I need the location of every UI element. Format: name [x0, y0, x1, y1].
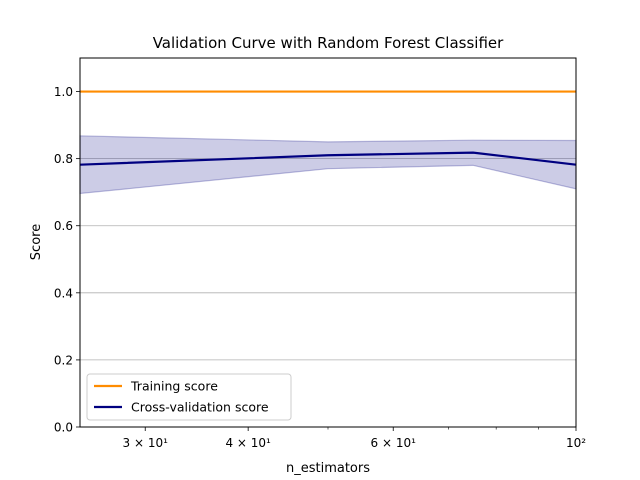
- y-tick-label: 0.0: [54, 421, 73, 435]
- confidence-band: [79, 135, 577, 195]
- x-tick-label: 10²: [566, 436, 586, 450]
- series-lines: [79, 90, 577, 166]
- axis-ticks: 0.0 0.2 0.4 0.6 0.8 1.0 3 × 10¹ 4 × 10¹ 6 × 10¹ 1…: [54, 85, 586, 450]
- plot-frame: [79, 57, 577, 428]
- legend-box: [86, 373, 292, 421]
- legend-label-training: Training score: [130, 379, 218, 394]
- cross-validation-std-band: [79, 135, 577, 195]
- x-tick-label: 3 × 10¹: [123, 436, 169, 450]
- legend: Training score Cross-validation score: [86, 373, 292, 421]
- cross-validation-score-line: [79, 151, 577, 166]
- y-tick-label: 0.4: [54, 286, 73, 300]
- x-tick-label: 6 × 10¹: [371, 436, 417, 450]
- y-tick-label: 0.2: [54, 353, 73, 367]
- y-tick-label: 1.0: [54, 85, 73, 99]
- chart-title: Validation Curve with Random Forest Clas…: [153, 34, 504, 52]
- x-axis-label: n_estimators: [286, 461, 370, 476]
- legend-label-cross-validation: Cross-validation score: [131, 400, 269, 415]
- y-tick-label: 0.6: [54, 219, 73, 233]
- x-tick-label: 4 × 10¹: [225, 436, 271, 450]
- y-tick-label: 0.8: [54, 152, 73, 166]
- y-axis-label: Score: [29, 224, 44, 260]
